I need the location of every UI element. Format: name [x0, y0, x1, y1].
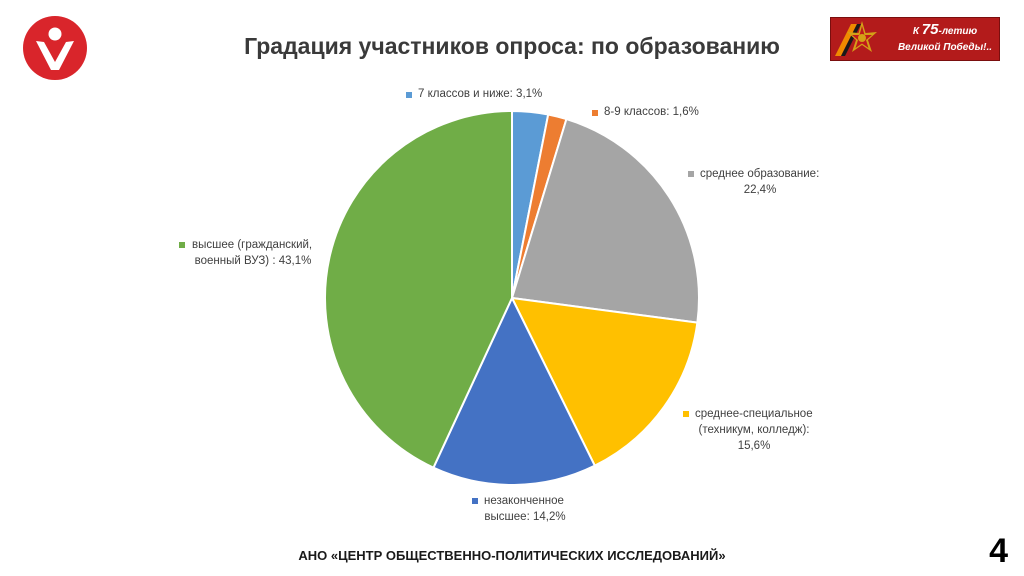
slice-label-0-line-0: 7 классов и ниже: 3,1%: [418, 88, 542, 100]
slice-label-3-line-2: 15,6%: [738, 440, 771, 452]
legend-marker-3: [683, 411, 689, 417]
pie-slice-4: [432, 295, 597, 486]
slice-label-5-line-1: военный ВУЗ) : 43,1%: [195, 255, 312, 267]
legend-marker-1: [592, 110, 598, 116]
order-star-icon: [833, 18, 891, 60]
pie-slice-3: [510, 296, 699, 468]
legend-marker-4: [472, 498, 478, 504]
slice-label-3-line-1: (техникум, колледж):: [698, 424, 809, 436]
slice-label-2-line-1: 22,4%: [744, 184, 777, 196]
pie-slice-5: [323, 109, 513, 470]
slice-label-1-line-0: 8-9 классов: 1,6%: [604, 106, 699, 118]
slice-label-4-line-1: высшее: 14,2%: [484, 511, 565, 523]
footer-organization: АНО «ЦЕНТР ОБЩЕСТВЕННО-ПОЛИТИЧЕСКИХ ИССЛ…: [298, 548, 726, 563]
slice-label-4-line-0: незаконченное: [484, 495, 564, 507]
legend-marker-5: [179, 242, 185, 248]
legend-marker-2: [688, 171, 694, 177]
slice-label-2-line-0: среднее образование:: [700, 168, 819, 180]
slice-label-3-line-0: среднее-специальное: [695, 408, 813, 420]
organization-logo: [23, 16, 87, 80]
slice-label-5-line-0: высшее (гражданский,: [192, 239, 312, 251]
banner-text: К 75-летию Великой Победы!..: [897, 21, 993, 54]
pie-slice-2: [510, 117, 700, 324]
legend-marker-0: [406, 92, 412, 98]
page-title: Градация участников опроса: по образован…: [244, 33, 780, 59]
victory-anniversary-banner: К 75-летию Великой Победы!..: [830, 17, 1000, 61]
page-number: 4: [989, 532, 1008, 570]
